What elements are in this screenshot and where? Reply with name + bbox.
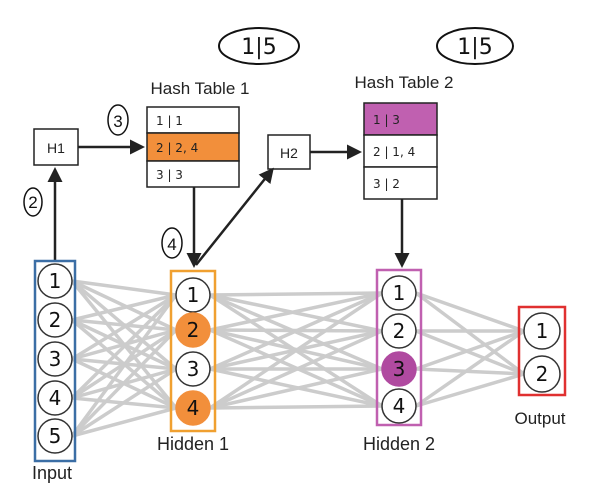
hidden2-node bbox=[381, 313, 417, 349]
hidden1-layer-frame bbox=[169, 269, 217, 433]
hash-table-2-cell: 1 | 3 bbox=[373, 113, 400, 127]
hidden1-node-active bbox=[175, 312, 211, 348]
sparsity-badge-1-text: 1|5 bbox=[241, 35, 276, 60]
hidden1-node-active bbox=[175, 390, 211, 426]
hash-function-h2-label: H2 bbox=[280, 145, 298, 161]
hash-table-1-title: Hash Table 1 bbox=[151, 79, 250, 98]
sparsity-badge-2: 1|5 bbox=[436, 27, 514, 65]
hidden1-node-label: 1 bbox=[187, 283, 200, 307]
hash-table-2-cell: 2 | 1, 4 bbox=[373, 145, 415, 159]
input-layer-label: Input bbox=[32, 463, 72, 483]
hidden2-to-output-edge bbox=[415, 329, 525, 408]
hash-table-2: 1 | 3 2 | 1, 4 3 | 2 bbox=[363, 102, 438, 200]
hash-table-1-cell: 3 | 3 bbox=[156, 168, 183, 182]
arrow-hidden1-to-h2 bbox=[195, 167, 274, 266]
hidden1-to-hidden2-edge bbox=[209, 367, 383, 410]
input-to-hidden1-edge bbox=[70, 328, 178, 438]
hidden2-node-active bbox=[381, 351, 417, 387]
output-node-label: 2 bbox=[536, 362, 549, 386]
hidden2-to-output-edge bbox=[415, 291, 525, 333]
input-node bbox=[37, 341, 73, 377]
hidden2-node-label: 2 bbox=[393, 319, 406, 343]
hidden2-to-output-edge bbox=[415, 367, 525, 376]
output-node bbox=[523, 312, 561, 350]
input-node-label: 5 bbox=[49, 424, 62, 448]
output-layer-frame bbox=[517, 305, 567, 397]
hidden2-to-output-edge bbox=[415, 329, 525, 376]
input-to-hidden1-edge bbox=[71, 367, 177, 438]
input-node bbox=[37, 263, 73, 299]
hash-table-1-cell: 1 | 1 bbox=[156, 114, 183, 128]
hash-table-1-row bbox=[146, 160, 240, 188]
input-node-label: 3 bbox=[49, 347, 62, 371]
hash-table-2-row bbox=[363, 166, 438, 200]
hash-function-h1-label: H1 bbox=[47, 140, 65, 156]
hash-table-2-title: Hash Table 2 bbox=[355, 73, 454, 92]
input-node bbox=[37, 302, 73, 338]
input-to-hidden1-edge bbox=[70, 293, 178, 438]
step-2: 2 bbox=[23, 187, 43, 217]
flow-arrows bbox=[47, 139, 410, 268]
hidden2-node-label: 1 bbox=[393, 281, 406, 305]
input-to-hidden1-edge bbox=[70, 293, 178, 400]
hidden1-to-hidden2-edge bbox=[209, 404, 383, 410]
hidden1-node bbox=[175, 351, 211, 387]
hidden2-to-output-edge bbox=[415, 372, 525, 408]
hash-function-h2: H2 bbox=[267, 134, 311, 170]
hash-table-1-row bbox=[146, 106, 240, 134]
input-to-hidden1-edge bbox=[71, 406, 177, 438]
hidden1-to-hidden2-edge bbox=[209, 291, 383, 332]
input-to-hidden1-edge bbox=[71, 279, 177, 332]
hash-table-2-cell: 3 | 2 bbox=[373, 177, 400, 191]
input-to-hidden1-edge bbox=[71, 293, 177, 361]
step-3-text: 3 bbox=[113, 112, 122, 131]
hidden2-layer-frame bbox=[375, 268, 423, 427]
hidden2-layer-label: Hidden 2 bbox=[363, 434, 435, 454]
hash-table-1: 1 | 1 2 | 2, 4 3 | 3 bbox=[146, 106, 240, 188]
hidden2-node bbox=[381, 388, 417, 424]
hidden1-node-label: 4 bbox=[187, 396, 200, 420]
step-4: 4 bbox=[161, 227, 183, 259]
sparsity-badge-2-text: 1|5 bbox=[457, 35, 492, 60]
network-edges bbox=[70, 279, 526, 438]
hidden2-node bbox=[381, 275, 417, 311]
input-to-hidden1-edge bbox=[71, 293, 177, 322]
step-3: 3 bbox=[107, 104, 129, 136]
hidden1-to-hidden2-edge bbox=[209, 291, 383, 297]
hidden2-to-output-edge bbox=[415, 329, 525, 371]
hidden1-to-hidden2-edge bbox=[209, 291, 383, 410]
hidden1-node-label: 3 bbox=[187, 357, 200, 381]
hidden1-node bbox=[175, 277, 211, 313]
hash-table-2-row bbox=[363, 134, 438, 168]
hidden1-to-hidden2-edge bbox=[209, 329, 383, 410]
network-nodes: 1 2 3 4 5 1 2 3 4 1 2 3 4 1 2 bbox=[37, 263, 561, 454]
input-node bbox=[37, 380, 73, 416]
hidden2-node-label: 3 bbox=[393, 357, 406, 381]
sparsity-badge-1: 1|5 bbox=[218, 27, 300, 65]
output-layer-label: Output bbox=[514, 409, 565, 428]
hash-table-1-cell: 2 | 2, 4 bbox=[156, 141, 198, 155]
step-2-text: 2 bbox=[28, 193, 37, 212]
hash-table-1-row-highlight bbox=[146, 132, 240, 162]
input-node bbox=[37, 418, 73, 454]
hash-function-h1: H1 bbox=[33, 128, 79, 166]
input-node-label: 4 bbox=[49, 386, 62, 410]
hidden1-to-hidden2-edge bbox=[209, 291, 383, 371]
input-to-hidden1-edge bbox=[71, 279, 177, 297]
step-4-text: 4 bbox=[167, 235, 176, 254]
hidden2-node-label: 4 bbox=[393, 394, 406, 418]
hidden2-to-output-edge bbox=[414, 291, 526, 376]
input-layer-frame bbox=[33, 259, 77, 463]
output-node-label: 1 bbox=[536, 319, 549, 343]
hidden1-layer-label: Hidden 1 bbox=[157, 434, 229, 454]
output-node bbox=[523, 355, 561, 393]
input-node-label: 1 bbox=[49, 269, 62, 293]
input-node-label: 2 bbox=[49, 308, 62, 332]
hidden1-node-label: 2 bbox=[187, 318, 200, 342]
